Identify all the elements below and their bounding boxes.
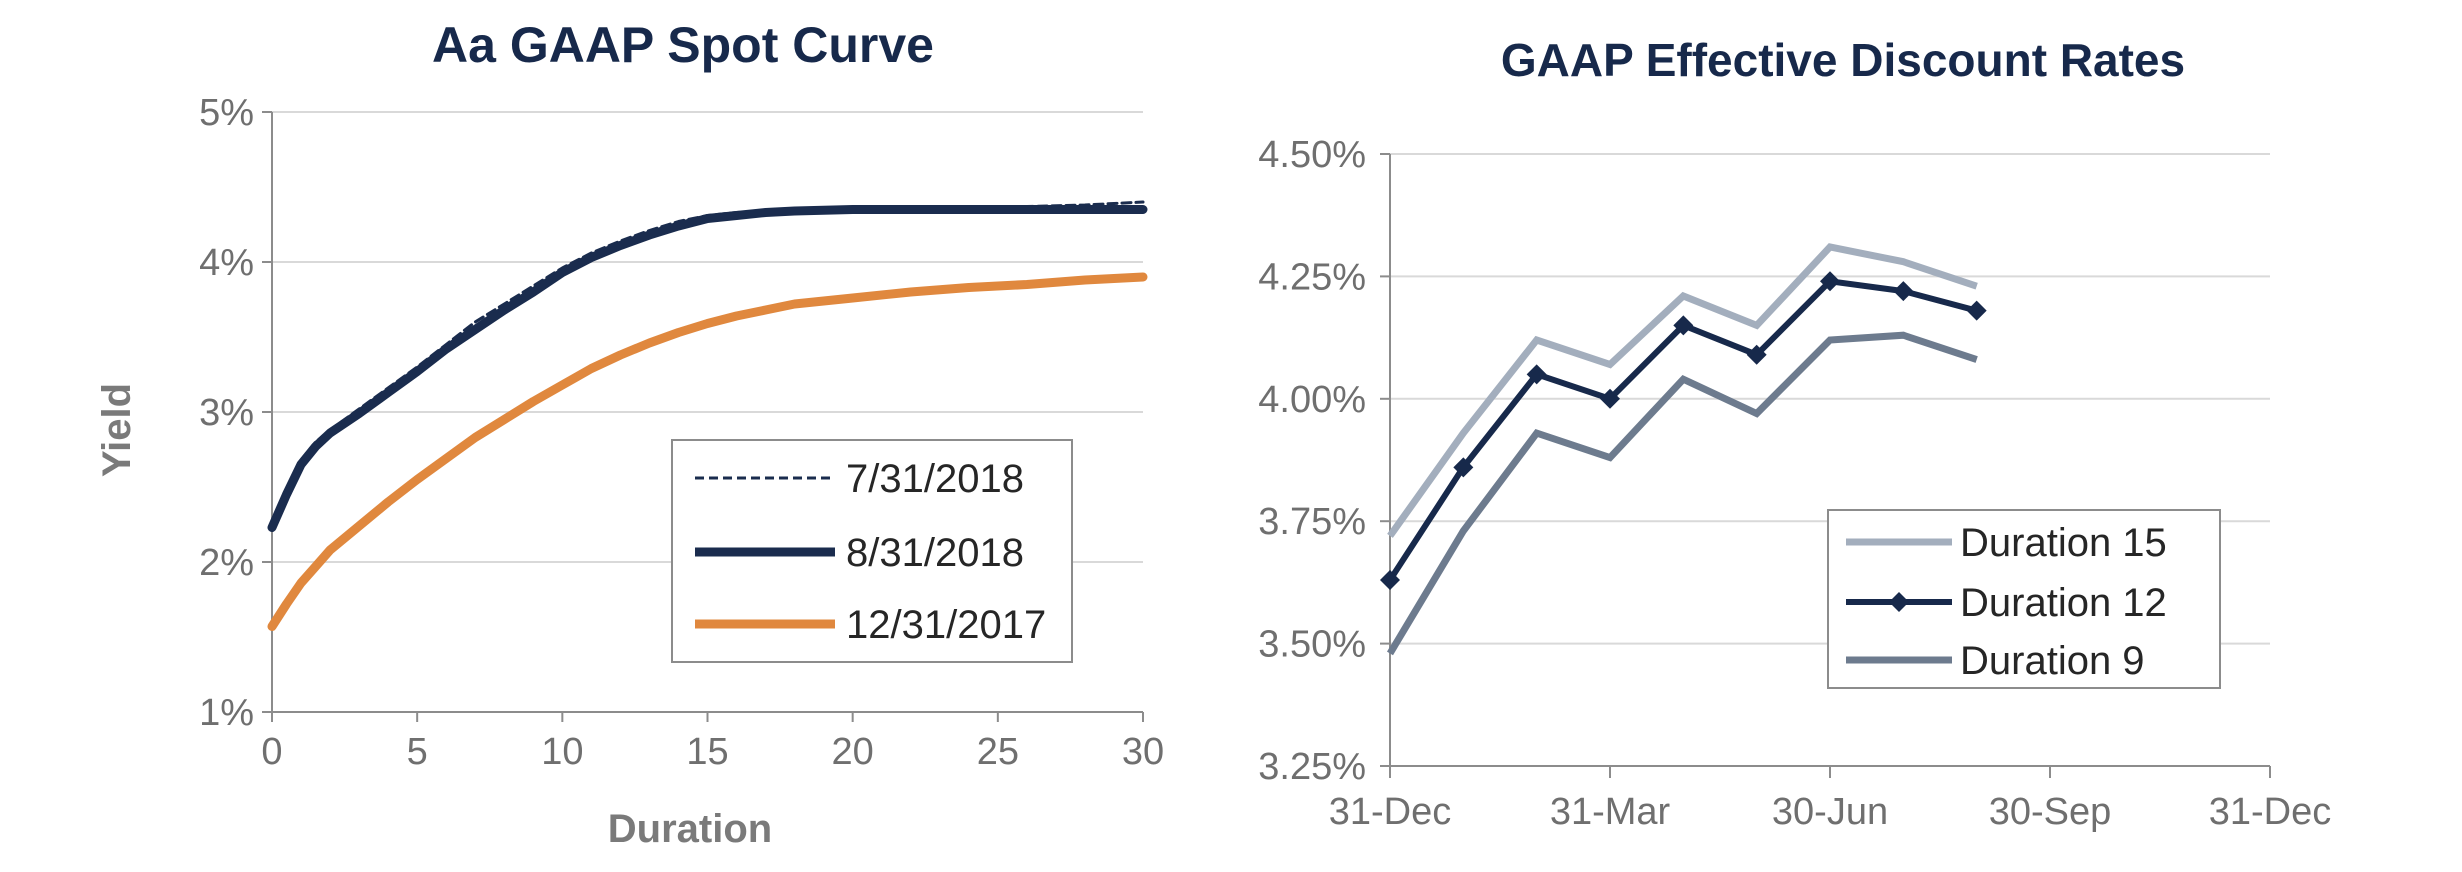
x-tick-label: 10 <box>541 731 583 773</box>
data-point-duration-12 <box>1893 281 1914 302</box>
x-tick-label: 25 <box>977 731 1019 773</box>
legend-label-7-31-2018: 7/31/2018 <box>846 457 1024 501</box>
spot-curve-y-axis-label: Yield <box>95 383 139 477</box>
spot-curve-y-ticks: 1% 2% 3% 4% 5% <box>199 92 272 734</box>
discount-rates-series <box>1380 243 1987 656</box>
legend-label-duration-12: Duration 12 <box>1960 581 2167 625</box>
discount-rates-y-ticks: 3.25% 3.50% 3.75% 4.00% 4.25% 4.50% <box>1258 134 1390 788</box>
y-tick-label: 2% <box>199 542 254 584</box>
x-tick-label: 30 <box>1122 731 1164 773</box>
x-tick-label: 5 <box>407 731 428 773</box>
legend-label-duration-15: Duration 15 <box>1960 521 2167 565</box>
y-tick-label: 5% <box>199 92 254 134</box>
y-tick-label: 3.25% <box>1258 746 1366 788</box>
y-tick-label: 1% <box>199 692 254 734</box>
x-tick-label: 15 <box>686 731 728 773</box>
spot-curve-legend: 7/31/2018 8/31/2018 12/31/2017 <box>671 439 1073 663</box>
data-point-duration-12 <box>1600 388 1620 409</box>
spot-curve-series <box>267 200 1148 631</box>
spot-curve-x-ticks: 0 5 10 15 20 25 30 <box>261 712 1164 773</box>
y-tick-label: 4.25% <box>1258 256 1366 298</box>
legend-swatch-duration-12-marker <box>1889 592 1909 612</box>
data-point-duration-12 <box>1820 271 1840 292</box>
data-point-duration-12 <box>1526 364 1547 385</box>
spot-curve-title: Aa GAAP Spot Curve <box>432 17 934 73</box>
discount-rates-x-ticks: 31-Dec 31-Mar 30-Jun 30-Sep 31-Dec <box>1329 766 2332 833</box>
discount-rates-title: GAAP Effective Discount Rates <box>1501 34 2185 86</box>
x-tick-label: 31-Mar <box>1550 791 1671 833</box>
discount-rates-chart: GAAP Effective Discount Rates 3.25% 3.50%… <box>1258 34 2331 833</box>
data-point-duration-12 <box>1673 315 1694 336</box>
y-tick-label: 3% <box>199 392 254 434</box>
x-tick-label: 31-Dec <box>1329 791 1452 833</box>
spot-curve-x-axis-label: Duration <box>608 807 772 851</box>
data-point-duration-12 <box>1453 457 1474 478</box>
legend-label-duration-9: Duration 9 <box>1960 639 2145 683</box>
y-tick-label: 4% <box>199 242 254 284</box>
legend-label-12-31-2017: 12/31/2017 <box>846 603 1046 647</box>
x-tick-label: 31-Dec <box>2209 791 2332 833</box>
series-line-7-31-2018 <box>270 200 1145 526</box>
series-line-duration-15 <box>1387 243 1978 538</box>
legend-label-8-31-2018: 8/31/2018 <box>846 531 1024 575</box>
x-tick-label: 0 <box>261 731 282 773</box>
y-tick-label: 3.50% <box>1258 624 1366 666</box>
x-tick-label: 20 <box>832 731 874 773</box>
spot-curve-chart: Aa GAAP Spot Curve 1% 2% 3% 4% 5% 0 5 10 15 20 25… <box>95 17 1164 851</box>
series-line-12-31-2017 <box>267 272 1148 631</box>
discount-rates-legend: Duration 15 Duration 12 Duration 9 <box>1827 509 2221 689</box>
y-tick-label: 3.75% <box>1258 501 1366 543</box>
data-point-duration-12 <box>1746 344 1767 365</box>
data-point-duration-12 <box>1380 569 1400 590</box>
x-tick-label: 30-Jun <box>1772 791 1888 833</box>
series-line-duration-9 <box>1386 331 1978 656</box>
y-tick-label: 4.00% <box>1258 379 1366 421</box>
x-tick-label: 30-Sep <box>1989 791 2112 833</box>
data-point-duration-12 <box>1966 300 1987 321</box>
y-tick-label: 4.50% <box>1258 134 1366 176</box>
